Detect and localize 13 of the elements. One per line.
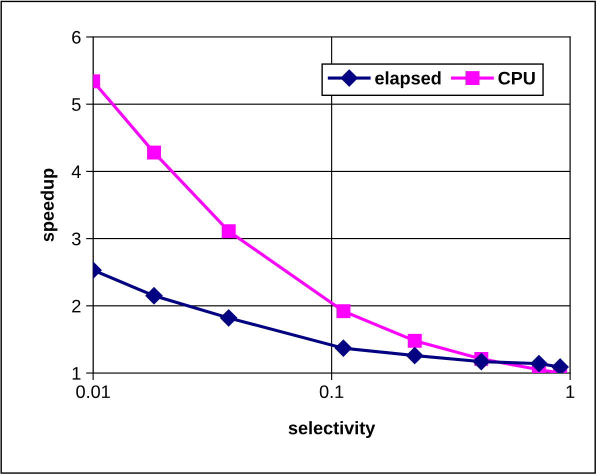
y-tick-label: 3 — [72, 232, 81, 246]
y-tick-label: 5 — [72, 98, 81, 111]
legend-label: CPU — [498, 72, 535, 85]
y-tick-label: 6 — [72, 30, 81, 44]
y-tick-label: 4 — [72, 166, 81, 178]
x-tick-label: 0.01 — [76, 385, 110, 398]
legend-label: elapsed — [375, 71, 441, 88]
y-tick-label: 1 — [72, 367, 80, 380]
x-axis-title: selectivity — [288, 421, 376, 438]
x-tick-label: 1 — [566, 386, 574, 398]
y-tick-label: 2 — [72, 300, 80, 312]
x-tick-label: 0.1 — [320, 385, 344, 398]
y-axis-title: speedup — [40, 168, 58, 242]
